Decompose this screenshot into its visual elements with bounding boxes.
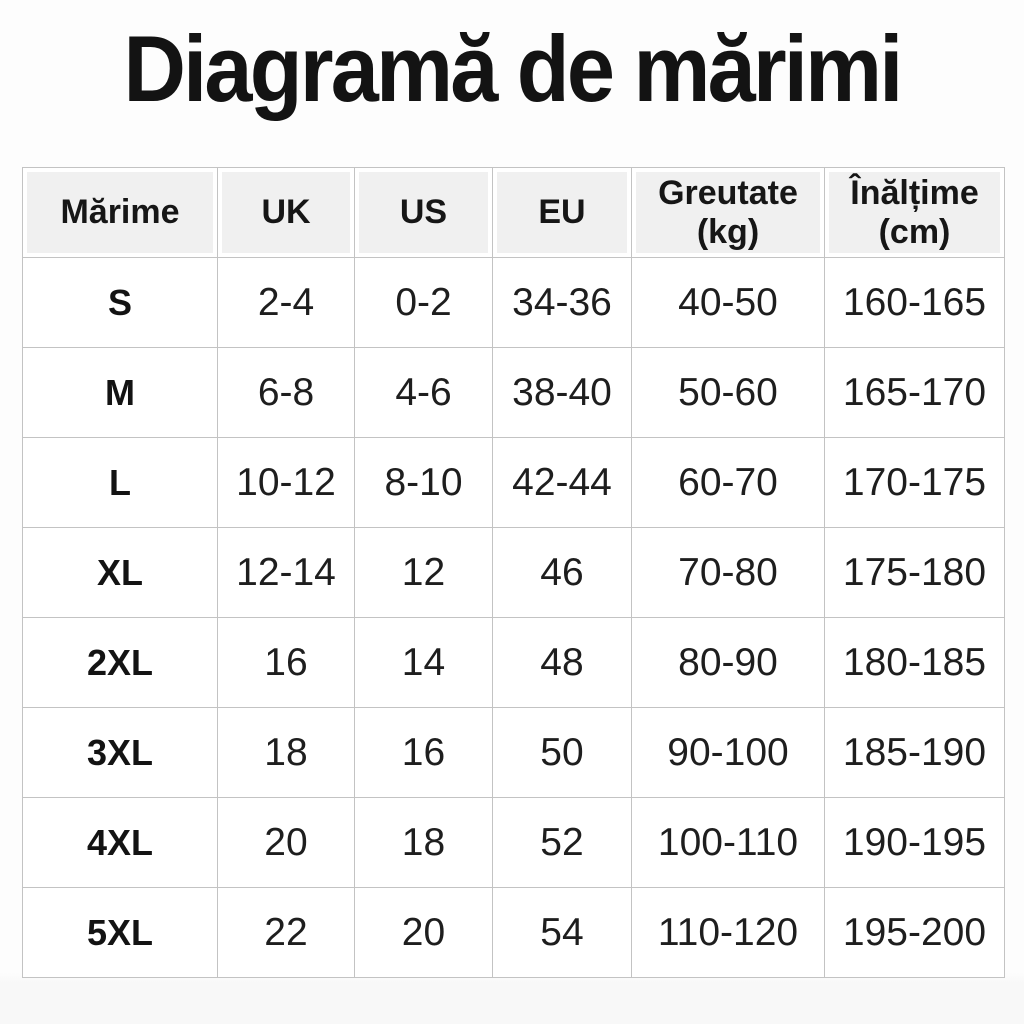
cell-us: 18: [355, 798, 493, 888]
cell-size: 4XL: [22, 798, 218, 888]
cell-height: 195-200: [825, 888, 1005, 978]
cell-us: 20: [355, 888, 493, 978]
cell-weight: 90-100: [632, 708, 825, 798]
cell-eu: 38-40: [493, 348, 632, 438]
table-row: L 10-12 8-10 42-44 60-70 170-175: [22, 438, 1005, 528]
column-header-greutate: Greutate (kg): [632, 167, 825, 258]
cell-height: 160-165: [825, 258, 1005, 348]
cell-eu: 54: [493, 888, 632, 978]
cell-height: 165-170: [825, 348, 1005, 438]
cell-us: 14: [355, 618, 493, 708]
cell-us: 4-6: [355, 348, 493, 438]
table-row: 5XL 22 20 54 110-120 195-200: [22, 888, 1005, 978]
cell-uk: 20: [218, 798, 355, 888]
cell-size: 3XL: [22, 708, 218, 798]
cell-eu: 48: [493, 618, 632, 708]
table-row: 3XL 18 16 50 90-100 185-190: [22, 708, 1005, 798]
cell-weight: 70-80: [632, 528, 825, 618]
size-chart-table: Mărime UK US EU Greutate (kg) Înălțime (…: [22, 167, 1005, 978]
cell-us: 0-2: [355, 258, 493, 348]
cell-size: XL: [22, 528, 218, 618]
cell-size: S: [22, 258, 218, 348]
column-header-marime: Mărime: [22, 167, 218, 258]
cell-eu: 42-44: [493, 438, 632, 528]
cell-size: 5XL: [22, 888, 218, 978]
cell-uk: 18: [218, 708, 355, 798]
table-row: 2XL 16 14 48 80-90 180-185: [22, 618, 1005, 708]
cell-us: 16: [355, 708, 493, 798]
cell-height: 190-195: [825, 798, 1005, 888]
cell-uk: 16: [218, 618, 355, 708]
table-row: S 2-4 0-2 34-36 40-50 160-165: [22, 258, 1005, 348]
column-header-us: US: [355, 167, 493, 258]
cell-height: 175-180: [825, 528, 1005, 618]
cell-weight: 80-90: [632, 618, 825, 708]
cell-weight: 110-120: [632, 888, 825, 978]
cell-us: 8-10: [355, 438, 493, 528]
cell-eu: 46: [493, 528, 632, 618]
cell-eu: 34-36: [493, 258, 632, 348]
cell-uk: 22: [218, 888, 355, 978]
cell-us: 12: [355, 528, 493, 618]
cell-height: 170-175: [825, 438, 1005, 528]
cell-size: 2XL: [22, 618, 218, 708]
cell-weight: 60-70: [632, 438, 825, 528]
cell-size: M: [22, 348, 218, 438]
cell-weight: 40-50: [632, 258, 825, 348]
cell-weight: 50-60: [632, 348, 825, 438]
cell-size: L: [22, 438, 218, 528]
cell-weight: 100-110: [632, 798, 825, 888]
cell-uk: 6-8: [218, 348, 355, 438]
column-header-inaltime: Înălțime (cm): [825, 167, 1005, 258]
cell-uk: 2-4: [218, 258, 355, 348]
size-chart-header-row: Mărime UK US EU Greutate (kg) Înălțime (…: [22, 167, 1005, 258]
column-header-eu: EU: [493, 167, 632, 258]
table-row: 4XL 20 18 52 100-110 190-195: [22, 798, 1005, 888]
page-title: Diagramă de mărimi: [123, 16, 903, 121]
cell-uk: 12-14: [218, 528, 355, 618]
cell-uk: 10-12: [218, 438, 355, 528]
cell-eu: 52: [493, 798, 632, 888]
table-row: M 6-8 4-6 38-40 50-60 165-170: [22, 348, 1005, 438]
size-chart-body: S 2-4 0-2 34-36 40-50 160-165 M 6-8 4-6 38-40 50-6…: [22, 258, 1005, 978]
cell-height: 185-190: [825, 708, 1005, 798]
table-row: XL 12-14 12 46 70-80 175-180: [22, 528, 1005, 618]
cell-height: 180-185: [825, 618, 1005, 708]
cell-eu: 50: [493, 708, 632, 798]
column-header-uk: UK: [218, 167, 355, 258]
